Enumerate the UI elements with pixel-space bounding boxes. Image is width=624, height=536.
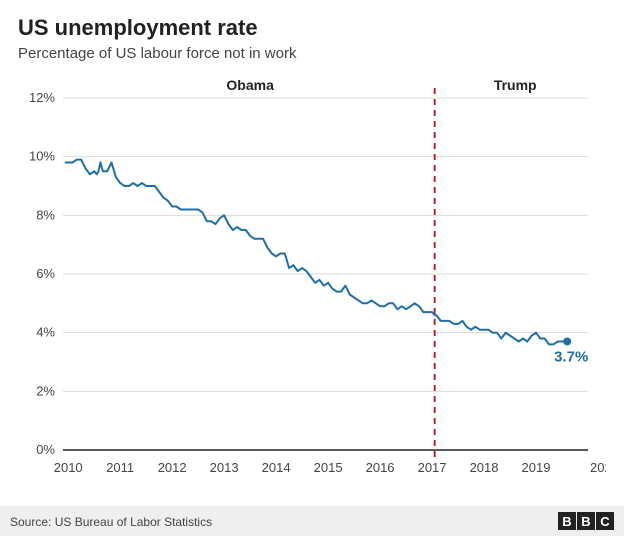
logo-letter: C: [596, 512, 614, 530]
footer-bar: Source: US Bureau of Labor Statistics B …: [0, 506, 624, 536]
chart-container: US unemployment rate Percentage of US la…: [0, 0, 624, 536]
end-point-marker: [563, 337, 571, 345]
x-tick-label: 202: [590, 460, 606, 475]
x-tick-label: 2014: [262, 460, 291, 475]
x-tick-label: 2012: [158, 460, 187, 475]
y-tick-label: 6%: [36, 266, 55, 281]
section-label: Trump: [494, 77, 537, 93]
end-point-label: 3.7%: [554, 348, 588, 365]
logo-letter: B: [558, 512, 576, 530]
section-label: Obama: [226, 77, 274, 93]
y-tick-label: 2%: [36, 383, 55, 398]
bbc-logo: B B C: [558, 512, 614, 530]
unemployment-line: [66, 160, 568, 345]
x-tick-label: 2018: [470, 460, 499, 475]
x-tick-label: 2017: [418, 460, 447, 475]
y-tick-label: 4%: [36, 325, 55, 340]
x-tick-label: 2019: [522, 460, 551, 475]
chart-svg: 0% 2% 4% 6% 8% 10% 12% 2010 2011 2012 2013 2014 2015…: [18, 70, 606, 490]
x-tick-label: 2016: [366, 460, 395, 475]
y-tick-label: 10%: [29, 149, 55, 164]
logo-letter: B: [577, 512, 595, 530]
x-tick-label: 2015: [314, 460, 343, 475]
y-tick-label: 8%: [36, 207, 55, 222]
x-tick-label: 2013: [210, 460, 239, 475]
y-tick-label: 12%: [29, 90, 55, 105]
chart-subtitle: Percentage of US labour force not in wor…: [18, 45, 296, 62]
source-text: Source: US Bureau of Labor Statistics: [10, 515, 212, 529]
chart-title: US unemployment rate: [18, 15, 258, 41]
x-tick-label: 2010: [54, 460, 83, 475]
y-tick-label: 0%: [36, 442, 55, 457]
chart-plot-area: 0% 2% 4% 6% 8% 10% 12% 2010 2011 2012 2013 2014 2015…: [18, 70, 606, 490]
x-tick-label: 2011: [106, 460, 134, 475]
